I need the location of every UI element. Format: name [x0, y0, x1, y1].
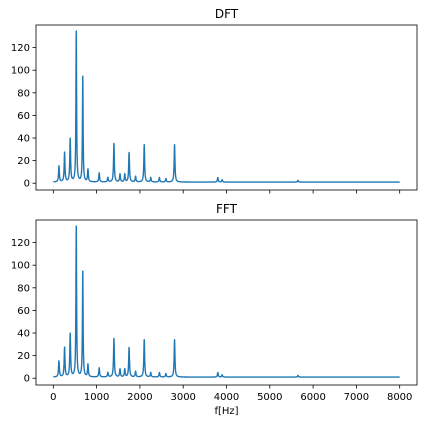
fft-y-tick-label: 120 [11, 238, 30, 249]
fft-y-tick-label: 20 [17, 351, 30, 362]
dft-y-tick-label: 100 [11, 66, 30, 77]
fft-panel: FFT 0 20 40 60 80 100 120 0 1000 2000 3000 4000 5000 6… [11, 202, 418, 417]
fft-title: FFT [216, 202, 238, 216]
dft-y-tick-label: 40 [17, 134, 30, 145]
fft-y-tick-label: 60 [17, 306, 30, 317]
fft-x-tick-label: 1000 [84, 392, 109, 403]
dft-y-tick-label: 80 [17, 88, 30, 99]
dft-y-tick-label: 20 [17, 156, 30, 167]
dft-title: DFT [215, 7, 239, 21]
fft-y-tick-label: 0 [24, 374, 30, 385]
fft-y-tick-label: 100 [11, 261, 30, 272]
dft-y-tick-label: 120 [11, 43, 30, 54]
fft-x-axis-label: f[Hz] [214, 406, 238, 417]
fft-x-tick-label: 6000 [300, 392, 325, 403]
fft-x-tick-label: 7000 [344, 392, 369, 403]
fft-axes-frame [35, 219, 418, 386]
fft-x-tick-label: 8000 [387, 392, 412, 403]
fft-x-tick-label: 4000 [214, 392, 239, 403]
dft-axes-frame [35, 24, 418, 191]
fft-x-tick-label: 0 [50, 392, 56, 403]
fft-y-tick-label: 40 [17, 329, 30, 340]
fft-series-line [52, 225, 401, 378]
dft-series-line [52, 30, 401, 183]
dft-panel: DFT 0 20 40 60 80 100 120 [11, 7, 418, 194]
fft-x-tick-label: 3000 [170, 392, 195, 403]
dft-y-tick-label: 60 [17, 111, 30, 122]
fft-x-tick-label: 2000 [127, 392, 152, 403]
fft-x-tick-label: 5000 [257, 392, 282, 403]
dft-y-tick-label: 0 [24, 179, 30, 190]
fft-y-tick-label: 80 [17, 283, 30, 294]
